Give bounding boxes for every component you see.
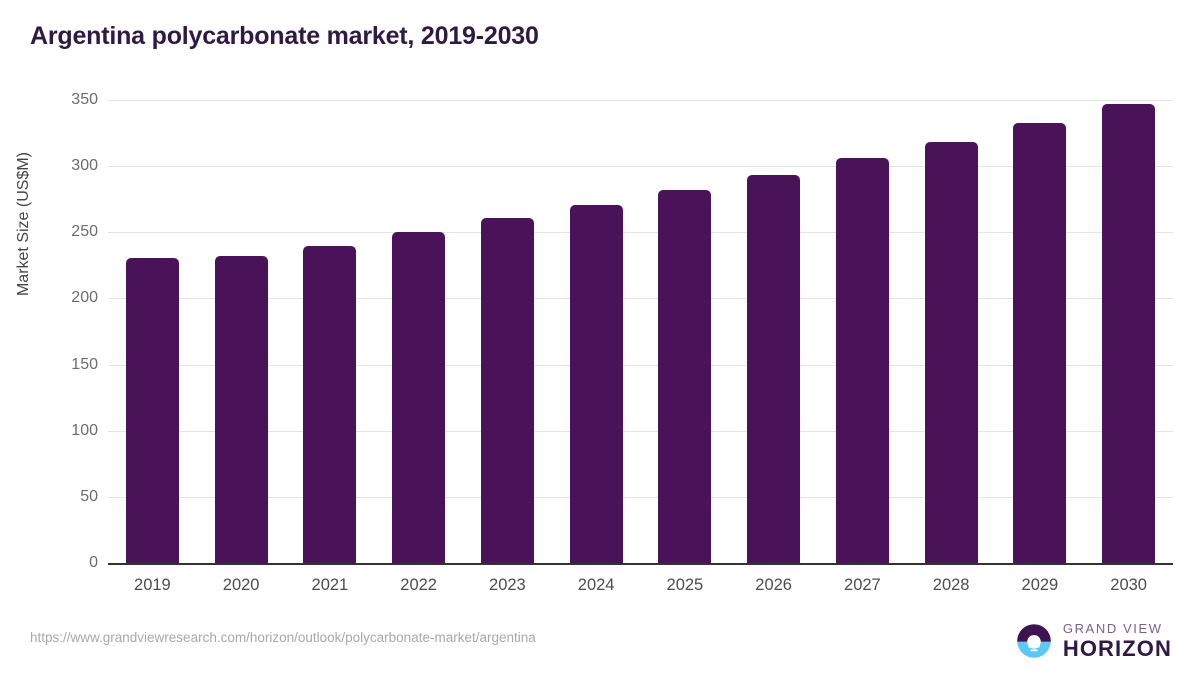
y-axis-tick-label: 250: [71, 223, 98, 241]
bar[interactable]: [303, 245, 357, 563]
plot-area: [108, 100, 1173, 565]
logo-wordmark: GRAND VIEW HORIZON: [1063, 622, 1172, 660]
x-axis-tick-label: 2020: [222, 576, 260, 594]
grand-view-horizon-logo: GRAND VIEW HORIZON: [1014, 620, 1172, 662]
x-axis-tick-label: 2030: [1110, 576, 1147, 594]
bar[interactable]: [569, 204, 623, 563]
bar-item[interactable]: [658, 100, 712, 563]
bar-item[interactable]: [480, 100, 534, 563]
x-axis-tick-label: 2019: [134, 576, 171, 594]
y-axis-tick-label: 50: [80, 487, 98, 505]
x-axis-tick-label: 2022: [400, 576, 437, 594]
bar-item[interactable]: [924, 100, 978, 563]
gridline: [108, 298, 1173, 300]
y-axis-tick-label: 100: [71, 421, 98, 439]
bar[interactable]: [125, 258, 179, 563]
x-axis-tick-label: 2028: [932, 576, 970, 594]
bar[interactable]: [1102, 103, 1156, 563]
x-axis-tick-label: 2029: [1021, 576, 1059, 594]
y-axis-tick-labels: 0 50 100 150 200 250 300 350: [58, 91, 98, 571]
horizon-sun-icon: [1017, 624, 1051, 658]
bar[interactable]: [1013, 123, 1067, 563]
bar-item[interactable]: [1102, 100, 1156, 563]
bar-item[interactable]: [835, 100, 889, 563]
bar[interactable]: [480, 218, 534, 563]
bar-item[interactable]: [1013, 100, 1067, 563]
bar-item[interactable]: [214, 100, 268, 563]
bar[interactable]: [658, 189, 712, 563]
x-axis-tick-label: 2027: [844, 576, 881, 594]
y-axis-tick-label: 150: [71, 355, 98, 373]
bar-item[interactable]: [747, 100, 801, 563]
page-title: Argentina polycarbonate market, 2019-203…: [30, 22, 539, 50]
bar[interactable]: [835, 158, 889, 563]
x-axis-tick-label: 2025: [666, 576, 704, 594]
bar[interactable]: [747, 174, 801, 563]
source-url[interactable]: https://www.grandviewresearch.com/horizo…: [30, 630, 536, 645]
logo-line-1: GRAND VIEW: [1062, 621, 1163, 636]
bar-item[interactable]: [125, 100, 179, 563]
y-axis-tick-label: 200: [71, 289, 98, 307]
x-axis-tick-label: 2024: [577, 576, 615, 594]
gridline: [108, 232, 1173, 234]
bar[interactable]: [392, 232, 446, 563]
bar[interactable]: [924, 141, 978, 563]
bar-item[interactable]: [569, 100, 623, 563]
bar[interactable]: [214, 256, 268, 563]
logo-line-2: HORIZON: [1062, 636, 1172, 661]
x-axis-tick-label: 2023: [489, 576, 526, 594]
y-axis-tick-label: 350: [71, 91, 98, 108]
y-axis-tick-label: 0: [89, 554, 98, 571]
gridline: [108, 166, 1173, 168]
gridline: [108, 430, 1173, 432]
y-axis-tick-label: 300: [71, 157, 98, 175]
gridline: [108, 100, 1173, 101]
x-axis-line: [108, 563, 1173, 565]
gridline: [108, 496, 1173, 498]
y-axis-title: Market Size (US$M): [15, 151, 32, 297]
gridline: [108, 364, 1173, 366]
bar-item[interactable]: [392, 100, 446, 563]
x-axis-tick-label: 2021: [311, 576, 349, 594]
bar-item[interactable]: [303, 100, 357, 563]
x-axis-tick-label: 2026: [755, 576, 792, 594]
